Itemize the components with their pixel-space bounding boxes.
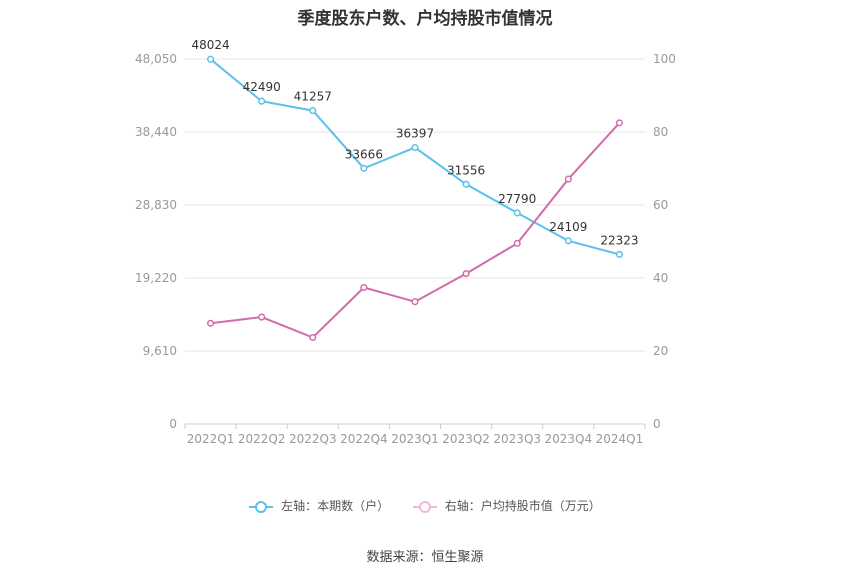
y-right-tick-label: 80 bbox=[653, 125, 668, 139]
data-point-right bbox=[615, 119, 623, 127]
data-label: 36397 bbox=[396, 127, 434, 141]
data-point-right bbox=[360, 283, 368, 292]
y-left-tick-label: 48,050 bbox=[135, 52, 177, 66]
data-label: 24109 bbox=[549, 220, 587, 234]
data-labels: 48024 42490 41257 33666 36397 31556 27790 24109… bbox=[191, 38, 638, 247]
x-tick-label: 2022Q3 bbox=[289, 432, 337, 446]
source-note: 数据来源：恒生聚源 bbox=[366, 550, 484, 565]
data-point-right bbox=[207, 319, 215, 327]
data-point-right bbox=[462, 270, 470, 278]
legend-item-left[interactable]: 左轴：本期数（户） bbox=[249, 497, 389, 514]
legend-item-right[interactable]: 右轴：户均持股市值（万元） bbox=[412, 497, 601, 514]
x-tick-label: 2022Q2 bbox=[238, 432, 286, 446]
x-tick-label: 2023Q3 bbox=[493, 432, 541, 446]
y-right-tick-label: 40 bbox=[653, 271, 668, 285]
data-point-left bbox=[411, 143, 419, 152]
legend-label-right: 右轴：户均持股市值（万元） bbox=[444, 499, 601, 513]
x-tick-label: 2023Q2 bbox=[442, 432, 490, 446]
data-label: 33666 bbox=[345, 147, 383, 161]
series bbox=[207, 55, 623, 342]
data-point-left bbox=[513, 209, 521, 217]
y-right-tick-label: 20 bbox=[653, 344, 668, 358]
chart-title: 季度股东户数、户均持股市值情况 bbox=[297, 9, 553, 29]
data-point-left bbox=[564, 237, 572, 245]
y-left-tick-label: 38,440 bbox=[135, 125, 177, 139]
axes: 0 0 9,610 20 19,220 40 28,830 60 38,440 80 48,050 1… bbox=[135, 52, 676, 446]
data-point-right bbox=[309, 333, 317, 342]
y-right-tick-label: 60 bbox=[653, 198, 668, 212]
data-point-left bbox=[360, 164, 368, 172]
data-point-right bbox=[564, 175, 572, 183]
data-label: 48024 bbox=[191, 38, 229, 52]
data-point-right bbox=[411, 298, 419, 306]
data-label: 27790 bbox=[498, 192, 536, 206]
x-tick-label: 2023Q1 bbox=[391, 432, 439, 446]
legend-label-left: 左轴：本期数（户） bbox=[281, 499, 390, 513]
y-left-tick-label: 19,220 bbox=[135, 271, 177, 285]
data-point-left bbox=[462, 180, 470, 188]
data-label: 22323 bbox=[600, 233, 638, 247]
legend: 左轴：本期数（户） 右轴：户均持股市值（万元） bbox=[0, 497, 850, 514]
line-chart: 0 0 9,610 20 19,220 40 28,830 60 38,440 80 48,050 1… bbox=[135, 38, 676, 446]
y-right-tick-label: 100 bbox=[653, 52, 676, 66]
x-tick-label: 2023Q4 bbox=[545, 432, 593, 446]
data-point-left bbox=[207, 55, 215, 63]
data-point-right bbox=[258, 313, 266, 321]
data-label: 31556 bbox=[447, 163, 485, 177]
y-left-tick-label: 0 bbox=[169, 417, 177, 431]
data-point-right bbox=[513, 239, 521, 247]
x-tick-label: 2022Q4 bbox=[340, 432, 388, 446]
legend-swatch-left bbox=[249, 500, 274, 513]
data-label: 41257 bbox=[294, 90, 332, 104]
y-left-tick-label: 9,610 bbox=[143, 344, 177, 358]
data-point-left bbox=[258, 97, 266, 105]
y-left-tick-label: 28,830 bbox=[135, 198, 177, 212]
legend-swatch-right bbox=[412, 500, 437, 513]
data-point-left bbox=[309, 107, 317, 115]
y-right-tick-label: 0 bbox=[653, 417, 661, 431]
x-tick-label: 2024Q1 bbox=[596, 432, 644, 446]
data-label: 42490 bbox=[243, 80, 281, 94]
data-point-left bbox=[615, 250, 623, 258]
grid-lines bbox=[185, 58, 645, 352]
x-tick-label: 2022Q1 bbox=[187, 432, 235, 446]
